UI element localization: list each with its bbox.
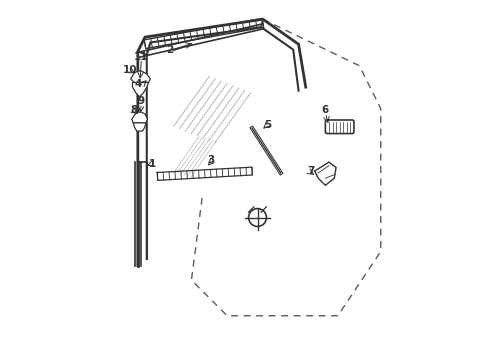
Text: 5: 5 — [265, 120, 272, 130]
Text: 7: 7 — [307, 166, 315, 176]
Polygon shape — [133, 123, 146, 131]
Polygon shape — [132, 82, 148, 97]
Text: 2: 2 — [167, 45, 173, 55]
Text: 3: 3 — [207, 156, 215, 165]
Text: 10: 10 — [122, 65, 137, 75]
Polygon shape — [132, 112, 147, 123]
Text: 9: 9 — [138, 96, 145, 107]
Text: 1: 1 — [148, 159, 156, 169]
FancyBboxPatch shape — [325, 120, 354, 134]
Text: 8: 8 — [131, 105, 138, 115]
Polygon shape — [131, 71, 150, 82]
Text: 4: 4 — [134, 78, 142, 89]
Text: 11: 11 — [134, 52, 148, 62]
Text: 6: 6 — [322, 105, 329, 115]
Polygon shape — [315, 162, 336, 185]
Circle shape — [248, 208, 267, 226]
